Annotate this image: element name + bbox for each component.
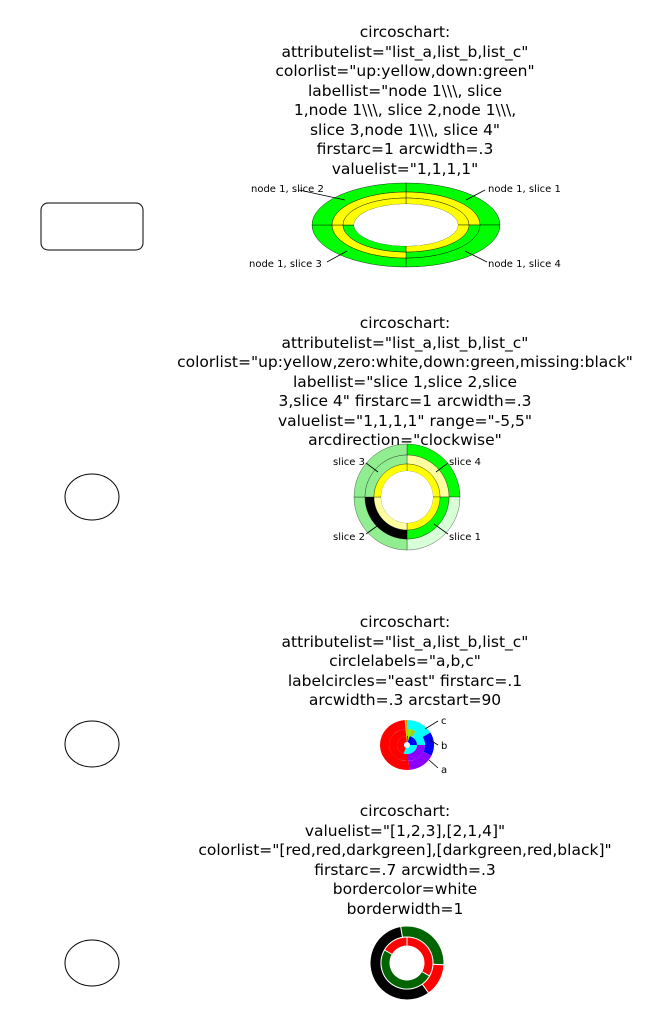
ring-middle-segment [389,729,407,761]
chart1-label-slice1: node 1, slice 1 [488,184,561,195]
chart2-label-slice1: slice 1 [449,532,481,543]
circos-chart-3 [380,720,435,770]
ring-middle-segment [407,745,425,761]
caption-line: colorlist="up:yellow,down:green" [275,62,535,80]
caption-1: circoschart: attributelist="list_a,list_… [160,23,650,179]
caption-line: attributelist="list_a,list_b,list_c" [281,42,529,61]
leader-line [424,720,439,730]
circos-chart-4 [369,925,445,1001]
ring-spoke [407,729,412,743]
caption-line: 1,node 1\\\, slice 2,node 1\\\, [293,101,517,119]
ring-inner-segment [403,745,417,754]
caption-line: arcwidth=.3 arcstart=90 [308,691,502,709]
ring-outer-segment [407,720,431,737]
ring-outer-segment [380,720,410,770]
leader-line [365,523,381,535]
caption-line: bordercolor=white [332,880,478,898]
chart3-label-b: b [441,741,447,752]
caption-line: labellist="slice 1,slice 2,slice [292,372,518,391]
leader-line [428,759,439,769]
caption-line: valuelist="1,1,1,1" range="-5,5" [277,411,533,430]
caption-line: attributelist="list_a,list_b,list_c" [281,333,529,352]
caption-line: labelcircles="east" firstarc=.1 [287,671,523,690]
leader-line [298,189,346,201]
node-rounded-rect[interactable] [40,202,144,251]
caption-line: borderwidth=1 [346,899,464,918]
caption-2: circoschart: attributelist="list_a,list_… [160,314,650,451]
node-ellipse-3[interactable] [64,720,120,768]
caption-line: colorlist="up:yellow,zero:white,down:gre… [177,353,633,371]
chart2-label-slice2: slice 2 [333,532,365,543]
ring-hole [390,946,424,980]
caption-3: circoschart: attributelist="list_a,list_… [160,613,650,711]
caption-line: 3,slice 4" firstarc=1 arcwidth=.3 [278,392,532,410]
chart3-label-c: c [441,716,447,727]
chart1-label-slice4: node 1, slice 4 [488,259,561,270]
leader-line [464,250,488,263]
circos-chart-1 [311,182,501,268]
ring-hole [354,204,458,246]
chart2-label-slice4: slice 4 [449,457,481,468]
chart1-label-slice3: node 1, slice 3 [249,259,322,270]
chart1-label-slice2: node 1, slice 2 [251,184,324,195]
caption-line: attributelist="list_a,list_b,list_c" [281,632,529,651]
chart2-leaders [365,462,449,535]
caption-line: circoschart: [359,23,451,41]
caption-line: circoschart: [359,613,451,631]
ring-outer-segment [422,732,435,756]
ring-spoke [404,720,407,743]
caption-line: valuelist="[1,2,3],[2,1,4]" [304,821,506,840]
caption-line: labellist="node 1\\\, slice [307,81,503,100]
caption-line: valuelist="1,1,1,1" [331,159,479,178]
leader-line [365,462,379,473]
ring-middle-segment [412,731,425,745]
caption-line: circlelabels="a,b,c" [329,652,481,670]
circos-chart-2 [353,443,461,551]
leader-line [465,189,486,201]
leader-line [433,523,449,535]
caption-4: circoschart: valuelist="[1,2,3],[2,1,4]"… [160,802,650,919]
caption-line: colorlist="[red,red,darkgreen],[darkgree… [198,841,612,859]
chart3-label-a: a [441,765,447,776]
chart2-label-slice3: slice 3 [333,457,365,468]
leader-line [429,739,439,746]
node-ellipse-4[interactable] [64,939,120,987]
caption-line: firstarc=.7 arcwidth=.3 [314,860,496,879]
node-ellipse-2[interactable] [64,473,120,521]
ring-inner-segment [397,736,407,754]
ring-hole [381,471,433,523]
caption-line: circoschart: [359,802,451,820]
chart1-leaders [298,189,488,263]
ring-outer-segment [408,751,432,770]
caption-line: circoschart: [359,314,451,332]
leader-line [435,462,449,473]
caption-line: arcdirection="clockwise" [308,431,502,449]
caption-line: firstarc=1 arcwidth=.3 [316,140,494,158]
ring-inner-segment [407,736,417,745]
chart3-leaders [424,720,439,769]
leader-line [326,250,348,263]
caption-line: slice 3,node 1\\\, slice 4" [309,120,501,139]
